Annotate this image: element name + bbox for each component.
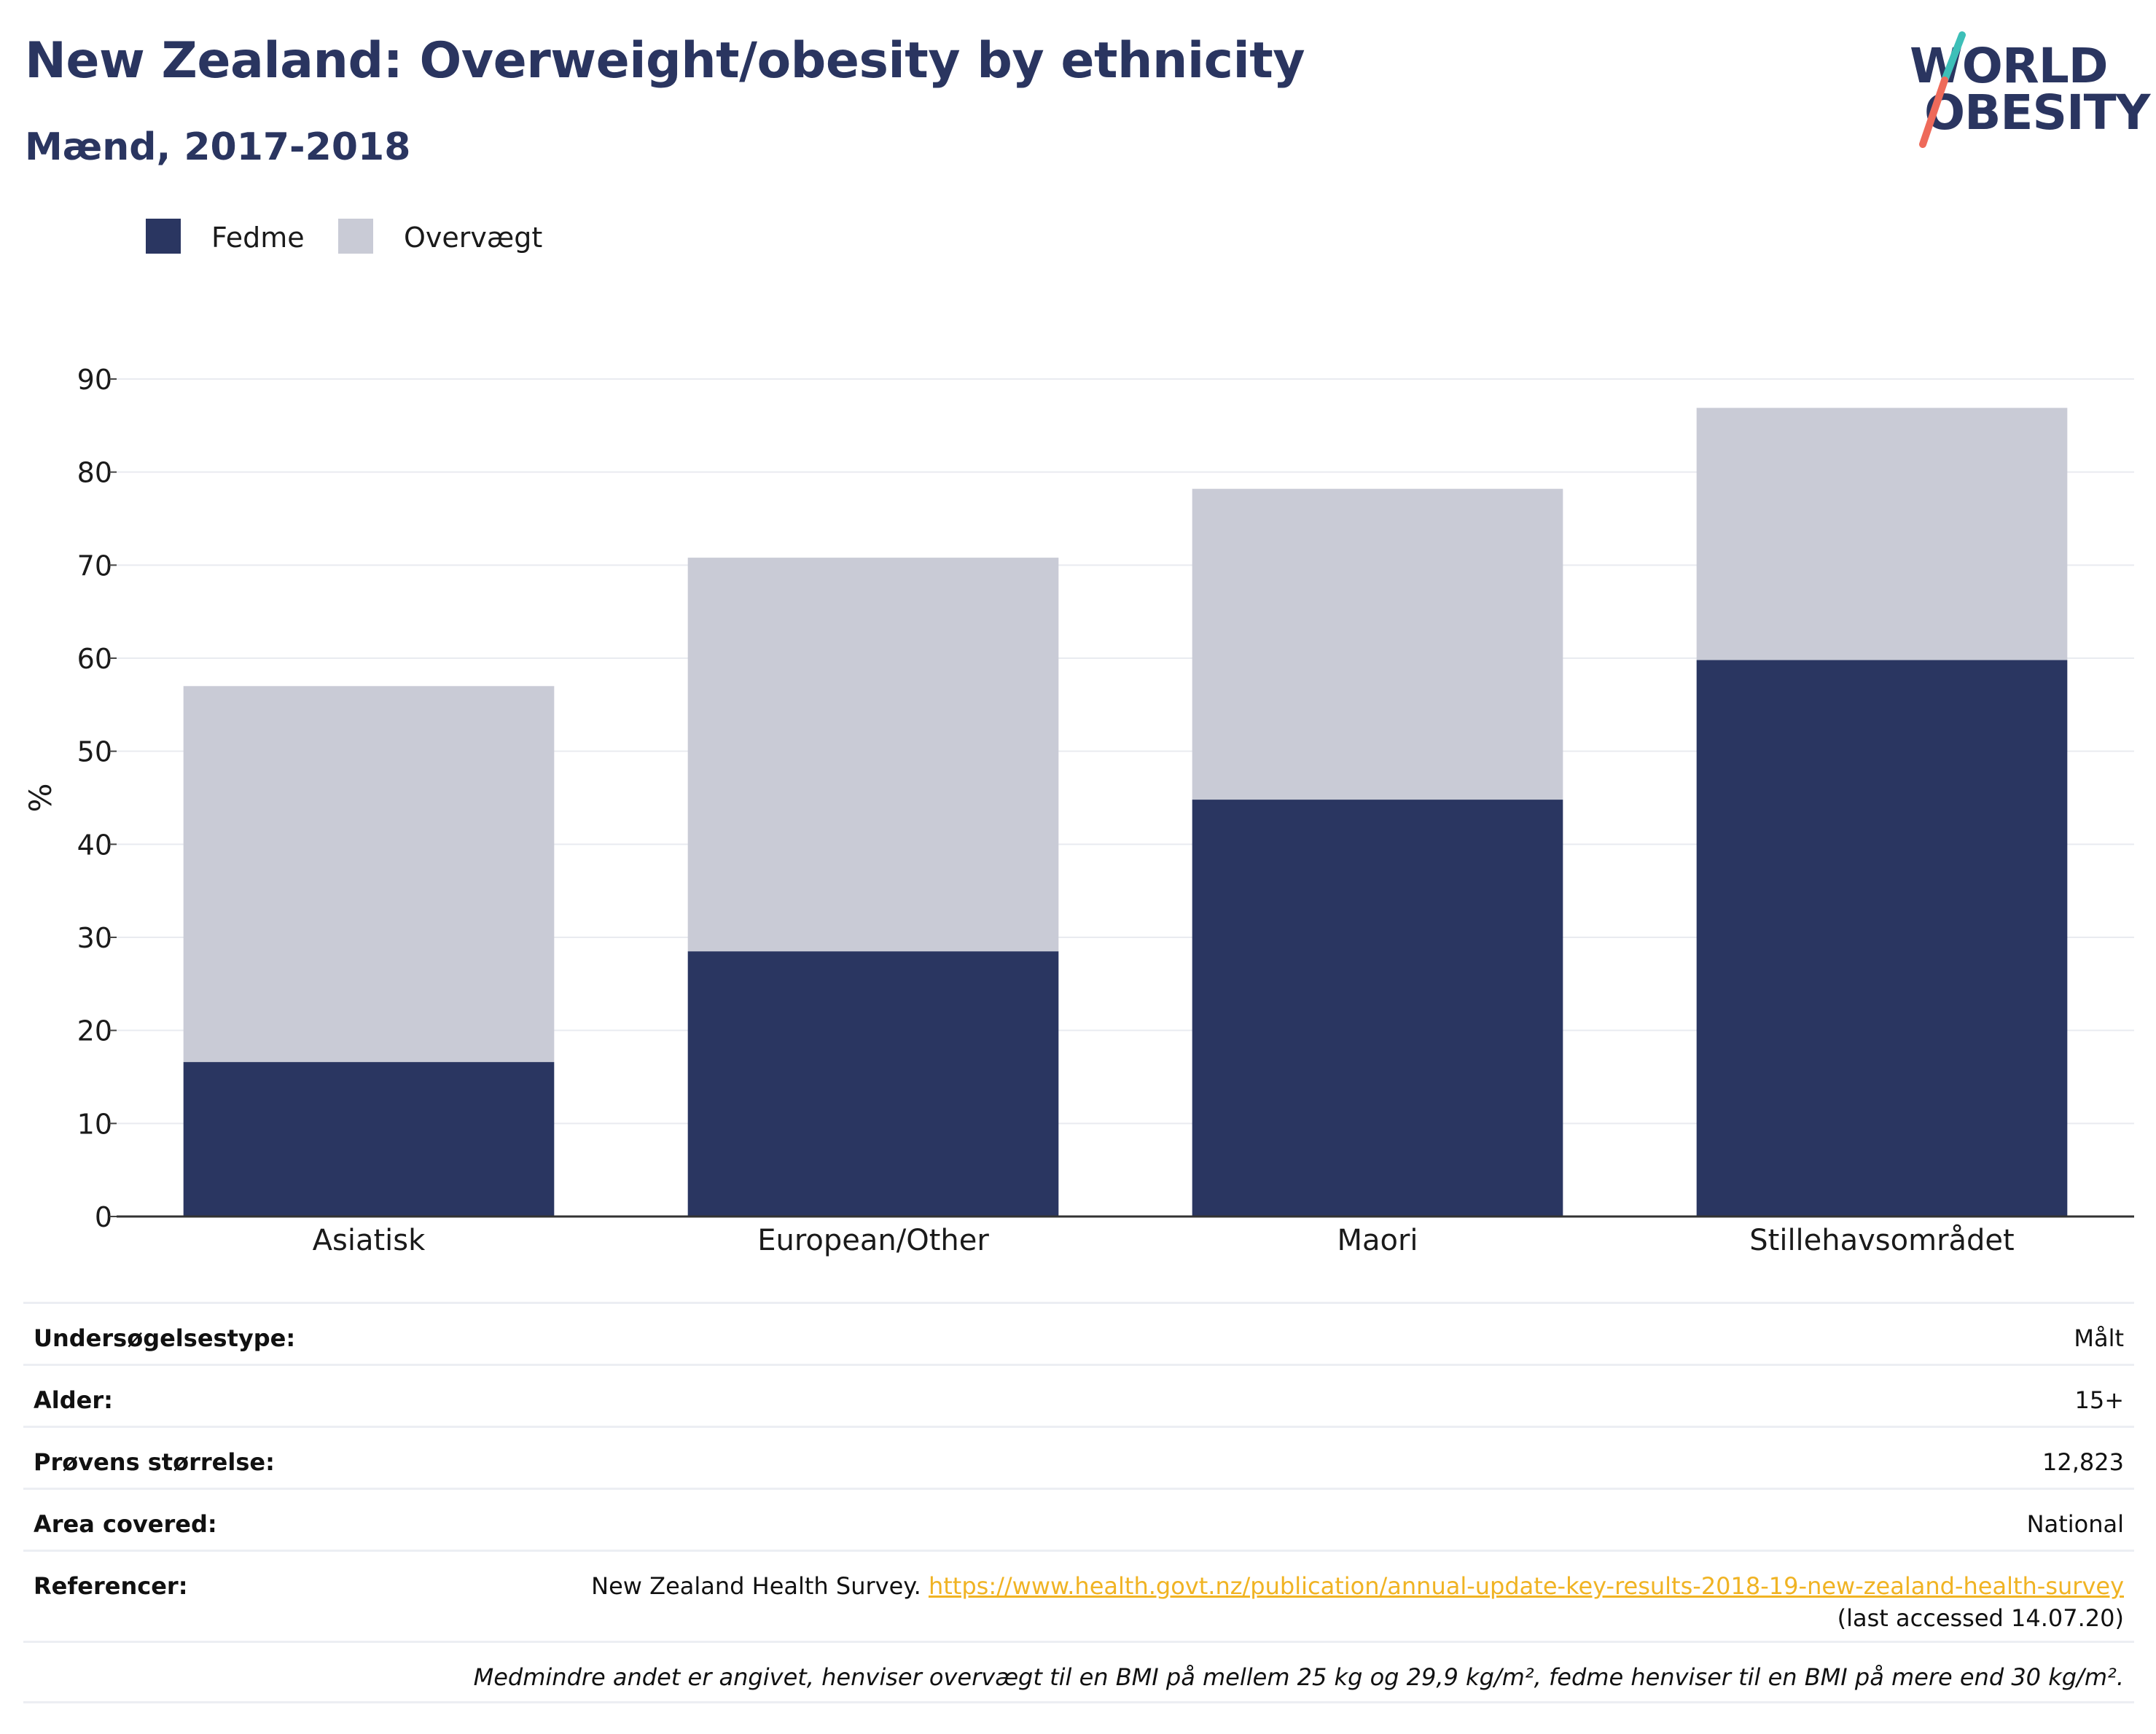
info-row-sample-size: Prøvens størrelse: 12,823 xyxy=(23,1426,2134,1488)
legend-label-overvaegt: Overvægt xyxy=(404,222,543,254)
info-row-references: Referencer: New Zealand Health Survey. h… xyxy=(23,1550,2134,1641)
x-tick-label: Stillehavsområdet xyxy=(1749,1224,2014,1257)
logo-word-obesity: OBESITY xyxy=(1924,85,2150,141)
info-label: Alder: xyxy=(34,1386,113,1414)
y-tick-label: 30 xyxy=(77,922,112,954)
chart-subtitle: Mænd, 2017-2018 xyxy=(25,125,411,169)
y-tick-label: 70 xyxy=(77,550,112,582)
reference-accessed: (last accessed 14.07.20) xyxy=(1837,1604,2124,1632)
y-tick-label: 20 xyxy=(77,1015,112,1047)
bar-fedme xyxy=(1696,660,2068,1216)
bar-fedme xyxy=(1192,800,1563,1216)
bar-fedme xyxy=(687,951,1059,1216)
info-row-age: Alder: 15+ xyxy=(23,1364,2134,1426)
x-tick-label: European/Other xyxy=(757,1224,989,1257)
info-row-area: Area covered: National xyxy=(23,1488,2134,1550)
bar-overvaegt xyxy=(687,558,1059,952)
legend-swatch-fedme xyxy=(146,219,181,254)
chart-title: New Zealand: Overweight/obesity by ethni… xyxy=(25,32,1305,90)
info-label: Area covered: xyxy=(34,1510,217,1538)
y-tick-label: 50 xyxy=(77,736,112,768)
info-value: New Zealand Health Survey. https://www.h… xyxy=(591,1572,2124,1632)
bar-overvaegt xyxy=(183,686,555,1063)
legend-label-fedme: Fedme xyxy=(211,222,305,254)
y-tick-label: 10 xyxy=(77,1108,112,1140)
info-value: 12,823 xyxy=(2042,1448,2124,1476)
y-tick-label: 0 xyxy=(95,1201,112,1233)
y-tick-label: 80 xyxy=(77,457,112,489)
info-row-note: Medmindre andet er angivet, henviser ove… xyxy=(23,1641,2134,1703)
bar-fedme xyxy=(183,1062,555,1216)
bar-overvaegt xyxy=(1192,488,1563,800)
info-value: Målt xyxy=(2074,1324,2124,1352)
info-label: Undersøgelsestype: xyxy=(34,1324,296,1352)
info-row-survey-type: Undersøgelsestype: Målt xyxy=(23,1302,2134,1364)
bar-overvaegt xyxy=(1696,407,2068,660)
legend-swatch-overvaegt xyxy=(338,219,373,254)
y-tick-label: 60 xyxy=(77,643,112,675)
x-tick-label: Asiatisk xyxy=(313,1224,426,1257)
bmi-definition-note: Medmindre andet er angivet, henviser ove… xyxy=(473,1663,2124,1691)
y-axis-label: % xyxy=(23,784,58,813)
info-label: Prøvens størrelse: xyxy=(34,1448,275,1476)
x-tick-label: Maori xyxy=(1337,1224,1418,1257)
logo-slash-coral xyxy=(1919,77,1948,148)
y-tick-label: 40 xyxy=(77,829,112,861)
info-value: National xyxy=(2026,1510,2124,1538)
stacked-bar-chart: 0 10 20 30 40 50 60 70 80 90% Asiatisk European/Oth… xyxy=(23,364,2134,1257)
reference-link[interactable]: https://www.health.govt.nz/publication/a… xyxy=(928,1572,2124,1600)
logo-slash-teal xyxy=(1941,31,1966,84)
info-value: 15+ xyxy=(2074,1386,2124,1414)
info-label: Referencer: xyxy=(34,1572,188,1600)
survey-info-table: Undersøgelsestype: Målt Alder: 15+ Prøve… xyxy=(23,1302,2134,1703)
world-obesity-logo: WORLD OBESITY xyxy=(1895,22,2150,160)
y-tick-label: 90 xyxy=(77,364,112,396)
logo-slash-icon xyxy=(1919,31,1966,148)
reference-text: New Zealand Health Survey. xyxy=(591,1572,921,1600)
